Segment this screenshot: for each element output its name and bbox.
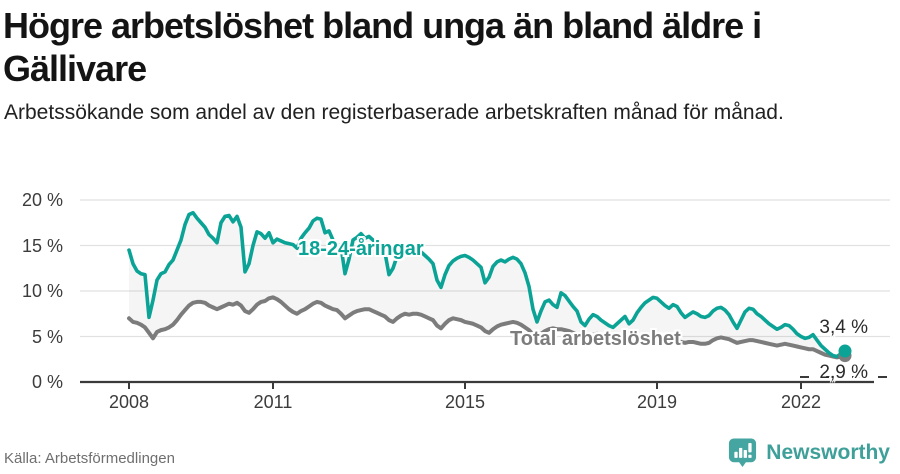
chart-title: Högre arbetslöshet bland unga än bland ä… xyxy=(3,5,762,89)
newsworthy-logo[interactable]: Newsworthy xyxy=(727,437,890,469)
x-tick-label: 2008 xyxy=(108,392,150,412)
series-label-young: 18-24-åringar xyxy=(298,238,424,260)
newsworthy-icon xyxy=(729,438,757,468)
x-tick-label: 2015 xyxy=(444,392,486,412)
y-tick-label: 15 % xyxy=(21,236,63,256)
chart-subtitle: Arbetssökande som andel av den registerb… xyxy=(4,101,784,124)
end-value-total: 2,9 % xyxy=(819,362,868,383)
newsworthy-wordmark: Newsworthy xyxy=(766,441,890,464)
y-tick-label: 5 % xyxy=(31,327,63,347)
y-tick-label: 0 % xyxy=(31,372,63,392)
x-tick-label: 2019 xyxy=(636,392,678,412)
series-label-total: Total arbetslöshet xyxy=(510,328,681,350)
y-tick-label: 10 % xyxy=(21,281,63,301)
end-value-young: 3,4 % xyxy=(819,317,868,338)
x-tick-label: 2022 xyxy=(780,392,822,412)
source-note: Källa: Arbetsförmedlingen xyxy=(4,450,175,467)
y-tick-label: 20 % xyxy=(21,190,63,210)
x-tick-label: 2011 xyxy=(253,392,293,412)
